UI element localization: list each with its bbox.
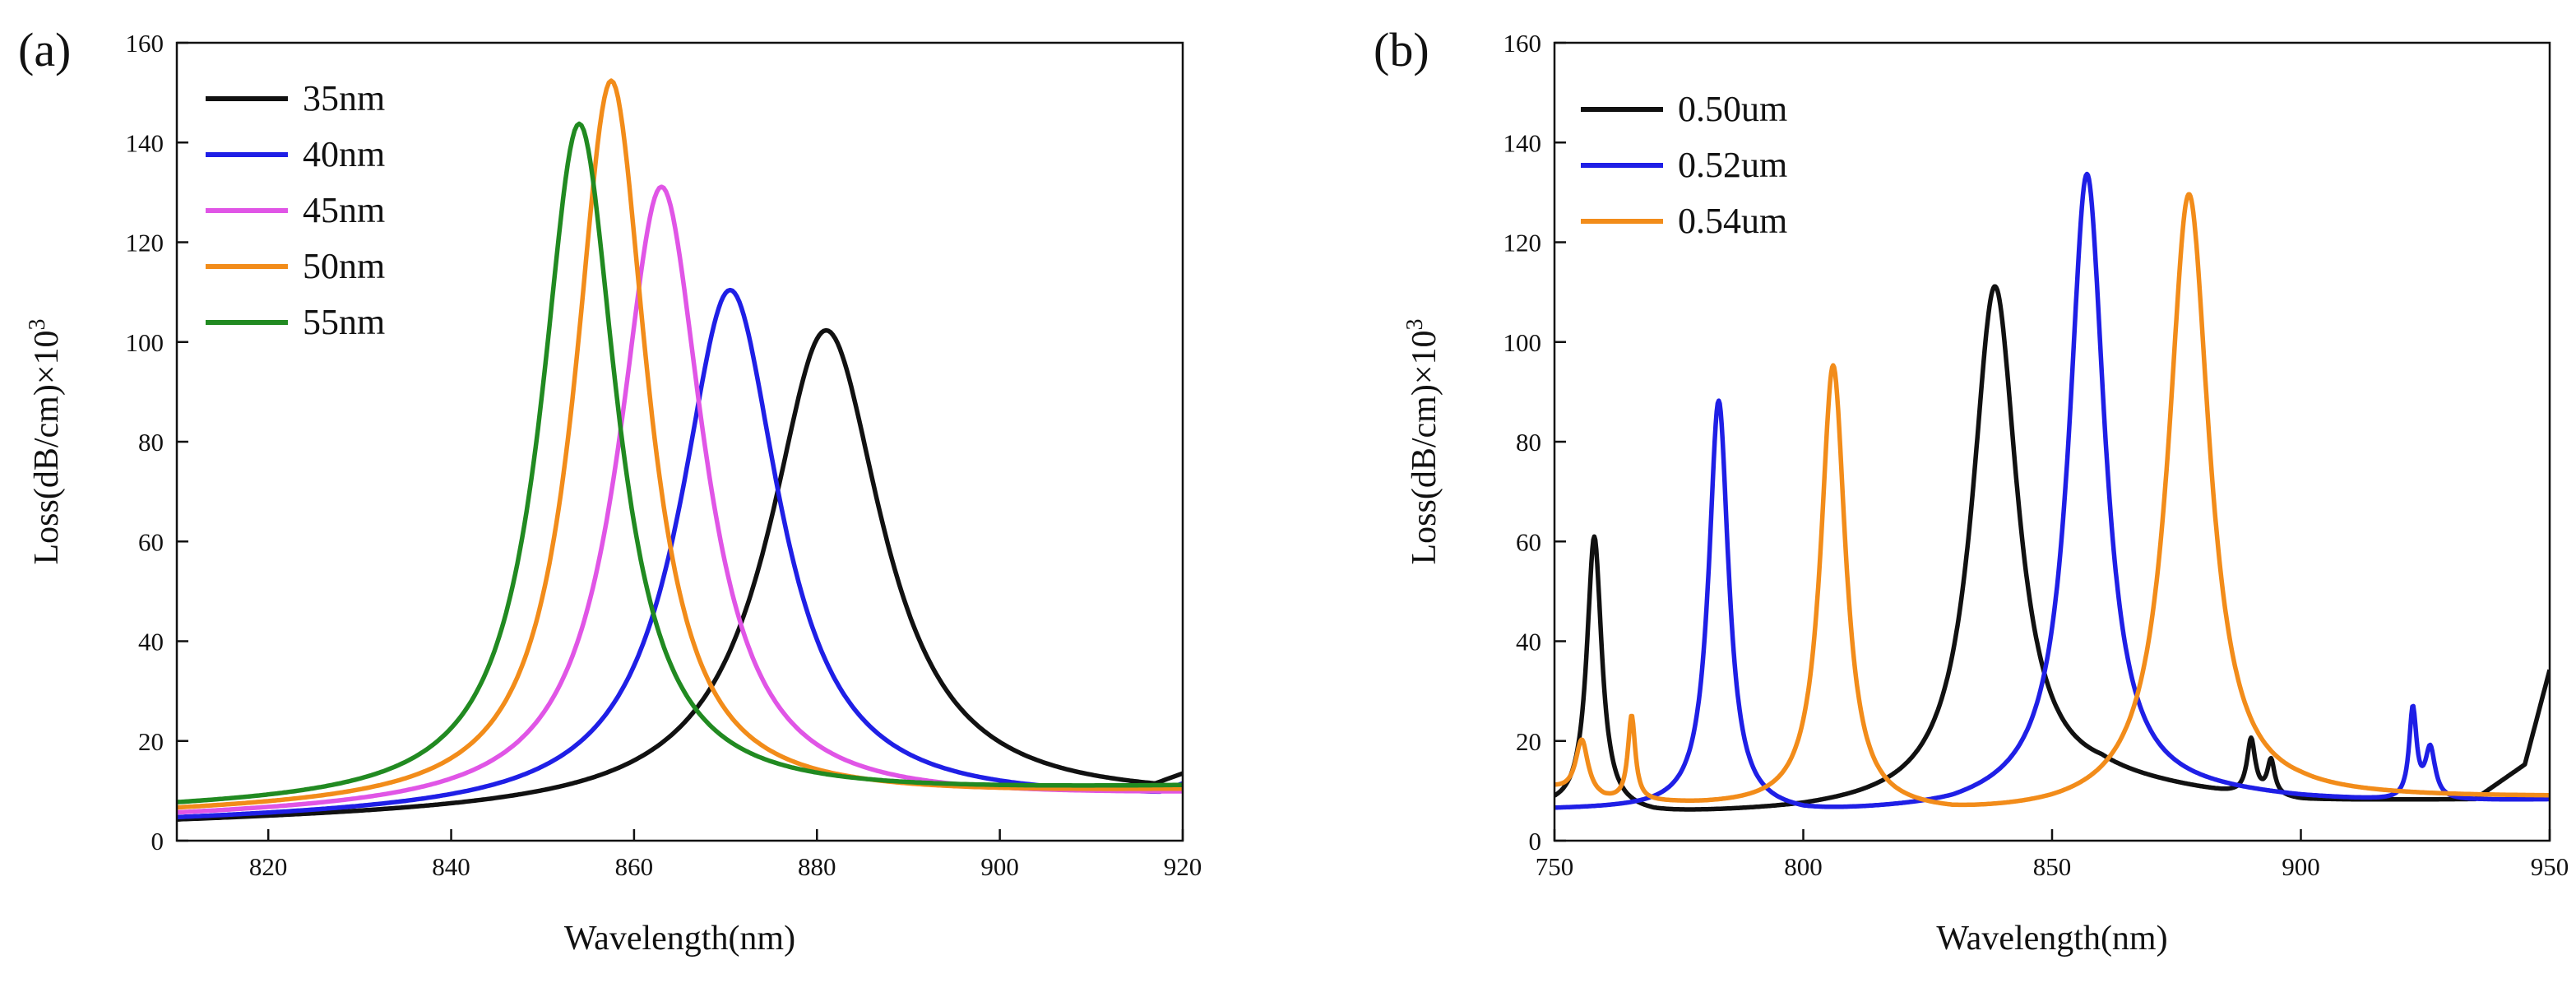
y-tick-label: 120: [1503, 229, 1542, 257]
y-tick-label: 60: [138, 527, 164, 556]
y-tick-label: 120: [126, 229, 164, 257]
y-tick-label: 100: [126, 328, 164, 357]
x-tick-label: 800: [1784, 852, 1823, 881]
y-axis-label-exponent: 3: [25, 319, 50, 331]
legend-label-40nm: 40nm: [303, 134, 385, 174]
y-tick-label: 0: [1529, 827, 1542, 855]
series-line-50nm: [177, 78, 1183, 810]
y-axis-label-exponent: 3: [1402, 319, 1428, 331]
series-line-0.54um: [1554, 192, 2550, 808]
x-axis-label: Wavelength(nm): [1936, 920, 2167, 957]
y-tick-label: 160: [126, 29, 164, 58]
y-tick-label: 60: [1516, 527, 1541, 556]
y-tick-label: 160: [1503, 29, 1542, 58]
y-tick-label: 140: [126, 128, 164, 157]
y-tick-label: 40: [138, 628, 164, 656]
x-axis-label: Wavelength(nm): [564, 920, 795, 957]
series-line-35nm: [177, 327, 1183, 822]
x-tick-label: 750: [1536, 852, 1574, 881]
y-axis-label-text: Loss(dB/cm)×10: [28, 331, 66, 565]
x-tick-label: 850: [2033, 852, 2072, 881]
y-tick-label: 100: [1503, 328, 1542, 357]
panel-label: (a): [18, 23, 71, 77]
series-line-40nm: [177, 287, 1183, 820]
series-line-0.52um: [1554, 171, 2550, 810]
x-tick-label: 880: [798, 852, 836, 881]
y-tick-label: 40: [1516, 628, 1541, 656]
x-tick-label: 860: [615, 852, 654, 881]
chart-panel-b: 750 800 850 900 950 0 20 40 60 80 100 120 140 160 Wave…: [1374, 23, 2569, 957]
y-axis-label-text: Loss(dB/cm)×10: [1406, 331, 1443, 565]
y-tick-label: 20: [1516, 727, 1541, 756]
series-line-0.50um: [1554, 284, 2550, 812]
legend-label-35nm: 35nm: [303, 78, 385, 118]
legend-label-0.54um: 0.54um: [1678, 201, 1787, 241]
y-tick-label: 140: [1503, 128, 1542, 157]
x-tick-label: 920: [1164, 852, 1202, 881]
x-tick-label: 900: [980, 852, 1019, 881]
y-axis-label: Loss(dB/cm)×103: [25, 319, 66, 565]
y-tick-label: 80: [1516, 428, 1541, 457]
y-axis-label: Loss(dB/cm)×103: [1402, 319, 1443, 565]
y-tick-label: 0: [151, 827, 164, 855]
legend-label-50nm: 50nm: [303, 246, 385, 286]
chart-panel-a: 820 840 860 880 900 920 0 20 40 60 80 100 120 140 160 W…: [18, 23, 1202, 957]
y-tick-label: 80: [138, 428, 164, 457]
legend-label-45nm: 45nm: [303, 190, 385, 230]
legend: 0.50um 0.52um 0.54um: [1581, 89, 1787, 241]
legend: 35nm 40nm 45nm 50nm 55nm: [206, 78, 385, 342]
y-tick-label: 20: [138, 727, 164, 756]
series-line-55nm: [177, 121, 1183, 804]
x-tick-label: 820: [249, 852, 288, 881]
x-tick-label: 840: [432, 852, 470, 881]
legend-label-0.50um: 0.50um: [1678, 89, 1787, 129]
x-tick-label: 950: [2531, 852, 2569, 881]
panel-label: (b): [1374, 23, 1429, 77]
x-tick-label: 900: [2282, 852, 2320, 881]
legend-label-0.52um: 0.52um: [1678, 145, 1787, 185]
legend-label-55nm: 55nm: [303, 302, 385, 342]
